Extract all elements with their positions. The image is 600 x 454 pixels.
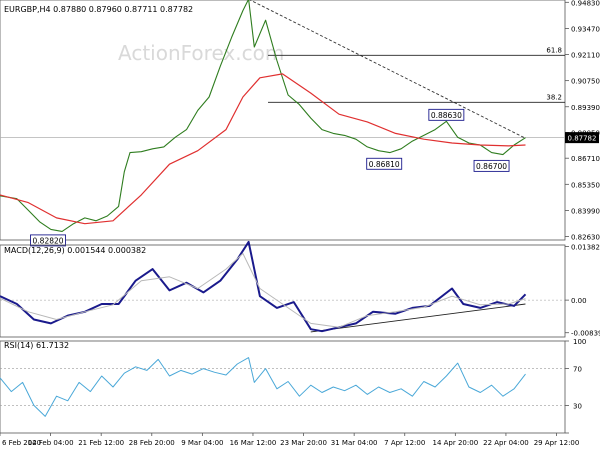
price-label-text: 0.88630 <box>431 111 462 120</box>
price-y-tick-label: 0.93470 <box>571 25 600 33</box>
rsi-panel-title: RSI(14) 61.7132 <box>4 341 69 350</box>
rsi-panel: 100 70 30 <box>0 338 586 434</box>
x-tick-label: 31 Mar 04:00 <box>331 439 378 447</box>
price-label-box <box>30 234 66 247</box>
x-tick-label: 28 Feb 20:00 <box>129 439 175 447</box>
price-y-tick-label: 0.82630 <box>571 234 600 242</box>
x-tick-label: 29 Apr 12:00 <box>534 439 580 447</box>
price-y-tick-label: 0.90750 <box>571 78 600 86</box>
price-label-text: 0.86700 <box>476 162 507 171</box>
price-panel-frame <box>0 0 566 241</box>
macd-y-tick-label: 0.013821 <box>571 243 600 251</box>
series-line-signal <box>0 253 526 328</box>
x-tick-label: 6 Feb 2020 <box>2 439 41 447</box>
macd-y-tick-label: 0.00 <box>571 297 587 305</box>
x-tick-label: 22 Apr 04:00 <box>483 439 529 447</box>
x-tick-label: 7 Apr 12:00 <box>384 439 425 447</box>
price-label-box <box>473 159 510 172</box>
rsi-y-tick-label: 100 <box>573 338 586 346</box>
rsi-panel-frame <box>0 340 566 434</box>
price-y-tick-label: 0.85350 <box>571 181 600 189</box>
price-y-tick-label: 0.94830 <box>571 0 600 7</box>
rsi-y-tick-label: 30 <box>573 402 582 410</box>
x-tick-label: 14 Apr 20:00 <box>433 439 479 447</box>
series-line-price <box>0 0 526 232</box>
rsi-y-tick-label: 70 <box>573 366 582 374</box>
x-tick-label: 23 Mar 20:00 <box>280 439 327 447</box>
x-tick-label: 14 Feb 04:00 <box>28 439 74 447</box>
macd-trendline <box>310 303 526 333</box>
price-label-text: 0.82820 <box>33 236 64 245</box>
fib-level-label: 38.2 <box>546 93 562 101</box>
macd-panel: 0.013821 0.00 -0.008397 <box>0 240 600 338</box>
watermark: ActionForex.com <box>118 41 284 65</box>
price-panel-title: EURGBP,H4 0.87880 0.87960 0.87711 0.8778… <box>4 5 193 14</box>
price-label-box <box>366 157 403 170</box>
series-line-ma <box>0 73 526 225</box>
price-label-box <box>428 108 465 121</box>
price-trendline <box>249 0 526 139</box>
x-tick-label: 21 Feb 12:00 <box>78 439 124 447</box>
x-tick-label: 16 Mar 12:00 <box>230 439 277 447</box>
price-y-tick-label: 0.83990 <box>571 207 600 215</box>
macd-panel-title: MACD(12,26,9) 0.001544 0.000382 <box>4 246 146 255</box>
series-line-macd <box>0 240 527 333</box>
macd-y-tick-label: -0.008397 <box>571 330 600 338</box>
current-price-badge <box>565 132 599 144</box>
price-panel: 0.948300.934700.921100.907500.893900.880… <box>0 0 600 247</box>
current-price-badge-text: 0.87782 <box>568 135 597 143</box>
fib-level-label: 61.8 <box>546 46 562 54</box>
price-y-tick-label: 0.89390 <box>571 104 600 112</box>
macd-panel-frame <box>0 244 566 338</box>
price-y-tick-label: 0.86710 <box>571 155 600 163</box>
price-label-text: 0.86810 <box>369 160 400 169</box>
price-y-tick-label: 0.92110 <box>571 52 600 60</box>
x-tick-label: 9 Mar 04:00 <box>181 439 223 447</box>
series-line-rsi <box>0 357 526 417</box>
